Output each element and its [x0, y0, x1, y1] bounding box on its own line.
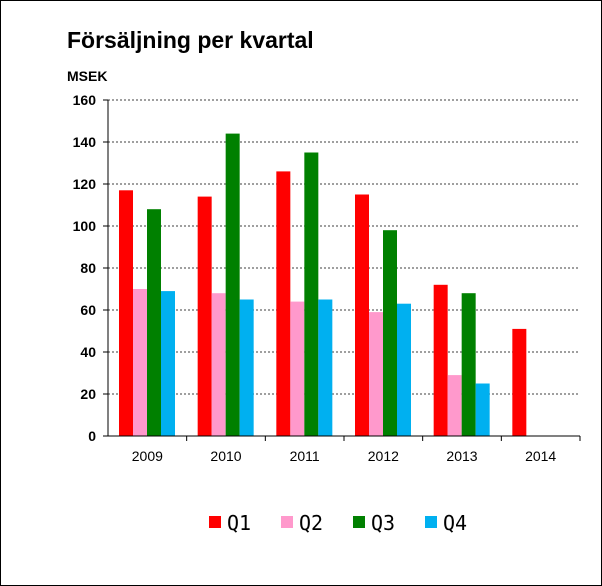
legend: Q1 Q2 Q3 Q4: [209, 511, 467, 535]
bar-q4-2013: [475, 383, 490, 436]
x-tick-label: 2011: [290, 448, 320, 464]
axes: [103, 99, 581, 441]
y-tick-label: 160: [73, 92, 97, 108]
bar-q1-2013: [433, 284, 448, 436]
chart-title: Försäljning per kvartal: [67, 27, 314, 53]
bar-q4-2010: [239, 299, 254, 436]
bar-q2-2010: [211, 293, 226, 436]
legend-swatch-q4: [425, 516, 437, 528]
y-tick-label: 60: [80, 302, 96, 318]
bar-q1-2009: [119, 190, 133, 436]
bar-q2-2011: [290, 301, 305, 436]
x-tick-label: 2014: [525, 448, 556, 464]
bar-q3-2012: [383, 230, 397, 436]
gridlines: [108, 99, 580, 395]
bar-q3-2009: [147, 209, 161, 436]
bar-q1-2011: [276, 171, 291, 436]
y-tick-label: 100: [73, 218, 97, 234]
bar-q4-2009: [161, 291, 175, 436]
bar-q3-2013: [461, 293, 476, 436]
y-tick-label: 80: [80, 260, 96, 276]
legend-label-q4: Q4: [443, 511, 467, 535]
y-unit-label: MSEK: [67, 68, 107, 84]
bar-q3-2011: [304, 152, 319, 436]
legend-label-q3: Q3: [371, 511, 395, 535]
bar-q3-2010: [225, 133, 240, 436]
bar-q4-2012: [397, 303, 411, 436]
legend-label-q2: Q2: [299, 511, 323, 535]
bar-q1-2010: [197, 196, 212, 436]
y-tick-label: 40: [80, 344, 96, 360]
bar-q1-2014: [512, 328, 527, 436]
y-tick-label: 120: [73, 176, 97, 192]
legend-swatch-q1: [209, 516, 221, 528]
bars: [119, 133, 527, 436]
y-tick-label: 140: [73, 134, 97, 150]
bar-q2-2012: [369, 312, 383, 436]
x-tick-label: 2010: [210, 448, 241, 464]
y-tick-label: 0: [88, 428, 96, 444]
bar-q2-2009: [133, 289, 147, 436]
legend-label-q1: Q1: [227, 511, 251, 535]
x-tick-label: 2013: [446, 448, 477, 464]
bar-q2-2013: [447, 375, 462, 436]
bar-q1-2012: [355, 194, 369, 436]
x-tick-label: 2012: [368, 448, 399, 464]
bar-q4-2011: [318, 299, 333, 436]
x-tick-labels: 2009 2010 2011 2012 2013 2014: [132, 448, 557, 464]
legend-swatch-q3: [353, 516, 365, 528]
x-tick-label: 2009: [132, 448, 163, 464]
legend-swatch-q2: [281, 516, 293, 528]
y-tick-labels: 0 20 40 60 80 100 120 140 160: [73, 92, 97, 444]
y-tick-label: 20: [80, 386, 96, 402]
